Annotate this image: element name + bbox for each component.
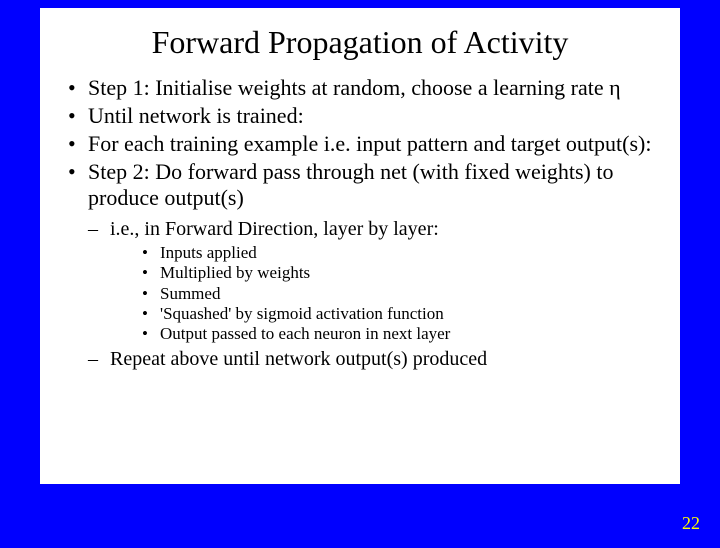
bullet-list-level2: i.e., in Forward Direction, layer by lay… (60, 217, 660, 371)
bullet-item: Until network is trained: (66, 103, 660, 129)
subsub-bullet-item: Multiplied by weights (142, 263, 660, 283)
slide-content: Forward Propagation of Activity Step 1: … (40, 8, 680, 484)
subsub-bullet-item: Inputs applied (142, 243, 660, 263)
subsub-bullet-item: Summed (142, 284, 660, 304)
sub-bullet-text: i.e., in Forward Direction, layer by lay… (110, 218, 439, 240)
subsub-bullet-item: Output passed to each neuron in next lay… (142, 324, 660, 344)
slide-title: Forward Propagation of Activity (60, 24, 660, 61)
bullet-list-level3: Inputs applied Multiplied by weights Sum… (110, 243, 660, 345)
sub-bullet-item: i.e., in Forward Direction, layer by lay… (88, 217, 660, 345)
subsub-bullet-item: 'Squashed' by sigmoid activation functio… (142, 304, 660, 324)
bullet-item: Step 2: Do forward pass through net (wit… (66, 159, 660, 211)
page-number: 22 (682, 513, 700, 534)
bullet-item: For each training example i.e. input pat… (66, 131, 660, 157)
sub-bullet-item: Repeat above until network output(s) pro… (88, 347, 660, 371)
bullet-item: Step 1: Initialise weights at random, ch… (66, 75, 660, 101)
bullet-list-level1: Step 1: Initialise weights at random, ch… (60, 75, 660, 211)
